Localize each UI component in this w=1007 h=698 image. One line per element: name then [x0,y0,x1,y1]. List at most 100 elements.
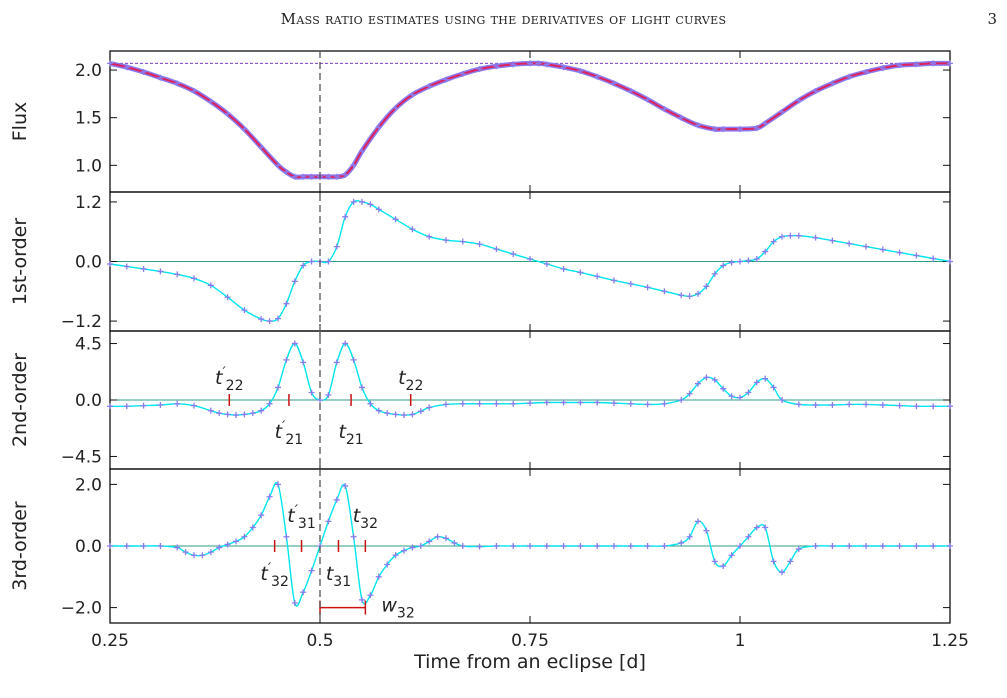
2nd-order-data-point [249,410,256,417]
3rd-order-data-point [560,543,567,549]
flux-data-point [678,114,685,121]
flux-data-point [241,126,248,133]
3rd-order-data-point [737,543,743,549]
flux-data-point [543,61,550,68]
2nd-order-ytick-label: −4.5 [61,447,102,467]
2nd-order-data-point [367,400,374,407]
1st-order-data-point [241,307,248,314]
1st-order-data-point [359,198,365,205]
flux-data-point [325,173,332,180]
2nd-order-label-t-prime-21: t′21 [275,419,303,448]
flux-data-point [224,110,231,117]
2nd-order-data-point [627,400,634,407]
3rd-order-data-point [409,544,416,551]
3rd-order-data-point [191,552,197,559]
3rd-order-data-point [745,533,752,540]
3rd-order-data-point [661,543,668,549]
2nd-order-y-label: 2nd-order [9,353,31,447]
3rd-order-data-point [611,543,617,549]
2nd-order-data-point [720,385,727,392]
3rd-order-data-point [123,543,130,549]
2nd-order-data-point [191,402,197,409]
1st-order-data-point [770,238,777,245]
3rd-order-data-point [543,543,550,549]
1st-order-data-point [577,269,584,276]
3rd-order-data-point [627,543,634,549]
3rd-order-label-t-prime-32: t′32 [260,561,288,590]
1st-order-data-point [207,282,214,289]
2nd-order-data-point [216,410,223,417]
flux-data-point [275,162,281,169]
2nd-order-data-point [417,408,424,415]
1st-order-data-point [863,243,869,250]
1st-order-data-point [560,265,567,272]
2nd-order-data-point [896,402,903,409]
1st-order-data-point [812,234,819,241]
2nd-order-data-point [258,407,265,414]
1st-order-data-point [787,232,794,239]
1st-order-data-point [913,252,920,259]
flux-ytick-label: 1.0 [75,156,102,176]
1st-order-data-point [258,316,265,323]
page-number: 3 [987,10,997,28]
1st-order-data-point [703,283,710,290]
2nd-order-data-point [728,393,735,400]
x-tick-label: 0.5 [306,631,333,651]
flux-data-point [409,91,416,98]
3rd-order-data-point [283,533,290,540]
1st-order-data-point [275,315,281,322]
3rd-order-data-point [829,543,836,549]
1st-order-data-point [443,237,449,244]
2nd-order-data-point [107,403,113,410]
3rd-order-data-point [258,512,265,519]
3rd-order-data-point [275,481,281,488]
3rd-order-data-point [300,589,307,596]
3rd-order-data-point [434,533,441,540]
1st-order-ytick-label: −1.2 [61,312,102,332]
3rd-order-data-point [770,558,777,565]
3rd-order-data-point [459,543,466,549]
2nd-order-data-point [863,401,869,408]
flux-data-point [577,68,584,75]
1st-order-data-point [123,263,130,270]
flux-data-point [644,96,651,103]
1st-order-data-point [795,232,802,239]
1st-order-data-point [300,262,307,269]
3rd-order-data-point [527,543,533,549]
3rd-order-data-point [199,552,206,559]
2nd-order-curve [109,342,950,416]
2nd-order-data-point [266,400,273,407]
1st-order-data-point [644,284,651,291]
1st-order-data-point [686,293,693,300]
2nd-order-data-point [409,411,416,418]
1st-order-ytick-label: 1.2 [75,193,102,213]
2nd-order-data-point [661,400,668,407]
1st-order-data-point [661,288,668,295]
1st-order-data-point [829,237,836,244]
1st-order-data-point [762,248,769,255]
flux-data-point [535,60,542,67]
flux-data-point [459,70,466,77]
3rd-order-data-point [753,524,760,531]
flux-ytick-label: 2.0 [75,61,102,81]
3rd-order-data-point [401,547,407,554]
2nd-order-data-point [678,397,685,403]
3rd-order-data-point [417,543,424,549]
1st-order-data-point [308,258,315,265]
2nd-order-data-point [753,379,760,386]
1st-order-data-point [342,213,349,220]
3rd-order-data-point [291,599,298,606]
flux-data-point [611,80,617,87]
3rd-order-data-point [476,543,483,550]
3rd-order-data-point [359,596,365,603]
3rd-order-data-point [644,543,651,549]
flux-data-point [762,120,769,127]
3rd-order-data-point [367,592,374,599]
flux-data-point [123,64,130,71]
1st-order-data-point [459,238,466,245]
2nd-order-data-point [325,391,332,398]
2nd-order-data-point [283,356,290,363]
flux-data-point [930,60,937,67]
1st-order-data-point [375,206,382,213]
flux-data-point [300,173,307,180]
